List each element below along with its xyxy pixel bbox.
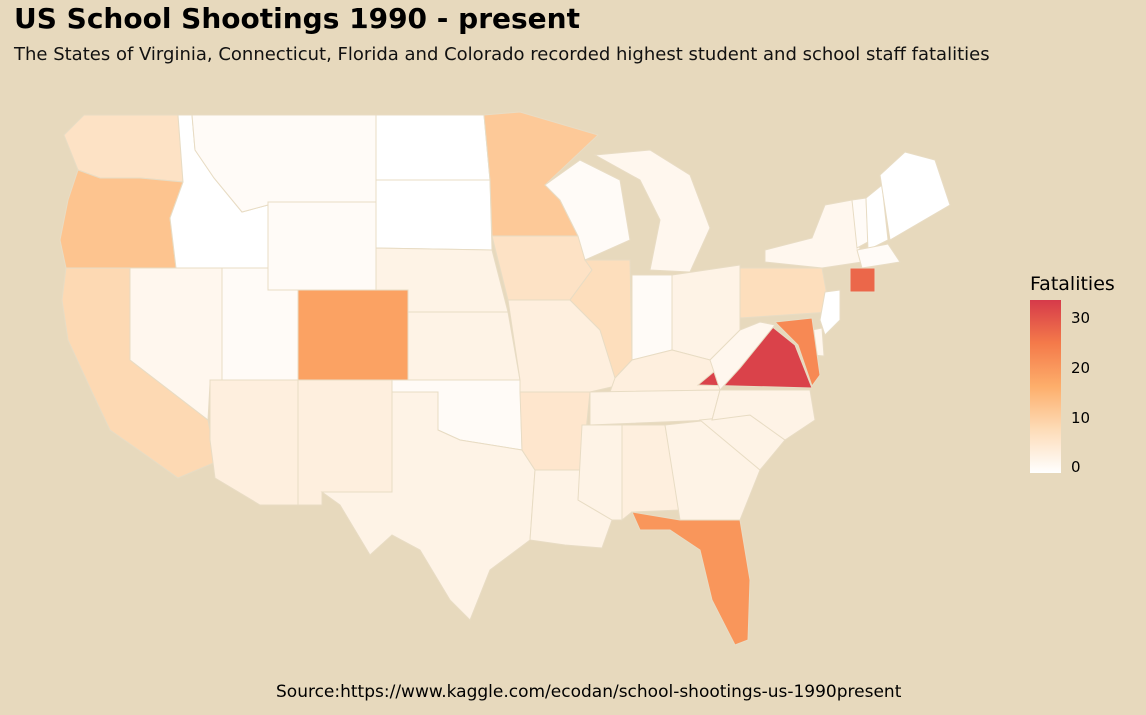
- state-south-dakota[interactable]: [375, 179, 493, 251]
- state-colorado[interactable]: [297, 289, 409, 381]
- state-new-hampshire[interactable]: [865, 184, 889, 251]
- legend-tick-20: 20: [1071, 359, 1091, 377]
- state-mississippi[interactable]: [577, 424, 623, 521]
- state-maine[interactable]: [879, 151, 951, 241]
- state-oregon[interactable]: [59, 169, 184, 269]
- state-north-dakota[interactable]: [375, 114, 491, 181]
- state-arkansas[interactable]: [519, 391, 591, 471]
- legend-title: Fatalities: [1030, 273, 1115, 295]
- legend-color-bar: [1030, 300, 1061, 473]
- map-title: US School Shootings 1990 - present: [14, 2, 580, 35]
- state-connecticut[interactable]: [849, 267, 876, 293]
- state-maryland[interactable]: [773, 317, 821, 388]
- state-arizona[interactable]: [209, 379, 299, 506]
- state-florida[interactable]: [631, 511, 751, 646]
- state-new-york[interactable]: [764, 199, 863, 269]
- map-subtitle: The States of Virginia, Connecticut, Flo…: [14, 44, 990, 65]
- state-new-mexico[interactable]: [297, 379, 393, 506]
- state-wyoming[interactable]: [267, 201, 377, 291]
- state-texas[interactable]: [320, 391, 536, 621]
- state-illinois[interactable]: [569, 259, 633, 379]
- legend-tick-0: 0: [1071, 458, 1081, 476]
- legend-tick-30: 30: [1071, 309, 1091, 327]
- state-kansas[interactable]: [407, 311, 521, 381]
- state-massachusetts[interactable]: [856, 243, 901, 269]
- state-alabama[interactable]: [621, 424, 681, 522]
- source-caption: Source:https://www.kaggle.com/ecodan/sch…: [276, 682, 902, 702]
- state-west-virginia[interactable]: [709, 321, 776, 391]
- state-indiana[interactable]: [631, 274, 673, 361]
- state-pennsylvania[interactable]: [739, 267, 831, 319]
- legend-tick-10: 10: [1071, 409, 1091, 427]
- state-wisconsin[interactable]: [544, 159, 631, 261]
- state-new-jersey[interactable]: [819, 289, 841, 336]
